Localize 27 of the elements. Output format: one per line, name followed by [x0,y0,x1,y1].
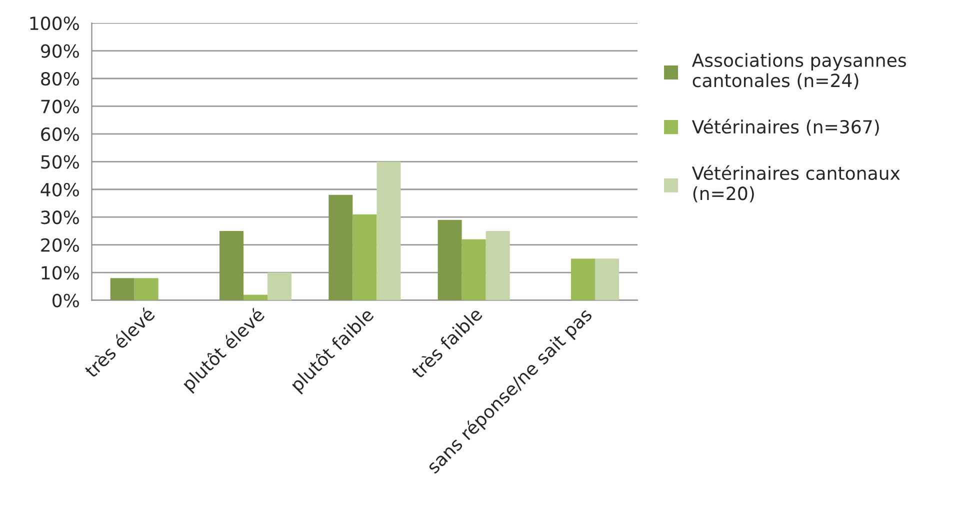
legend-label: Associations paysannes cantonales (n=24) [692,53,906,90]
y-tick-label: 20% [41,238,79,252]
bar [376,162,401,300]
bar [328,194,353,300]
y-tick-label: 100% [30,16,79,30]
y-tick-label: 50% [41,155,79,169]
legend-label: Vétérinaires (n=367) [692,118,879,136]
bar [352,214,377,300]
y-tick-label: 80% [41,72,79,86]
bar [594,258,620,300]
bar [438,220,462,300]
y-tick-label: 30% [41,210,79,224]
y-tick-label: 10% [42,266,79,280]
bar [110,278,134,300]
y-tick-label: 70% [41,100,79,114]
y-tick-label: 60% [41,127,79,142]
bar [570,258,595,300]
bar [134,278,158,300]
bar [268,272,292,300]
bar [244,294,268,300]
legend-label: Vétérinaires cantonaux (n=20) [692,165,900,202]
y-tick-label: 40% [40,182,79,196]
bar [219,230,244,300]
y-tick-label: 0% [52,294,79,308]
bar [462,239,486,300]
y-tick-label: 90% [40,44,79,58]
bar [486,230,510,300]
